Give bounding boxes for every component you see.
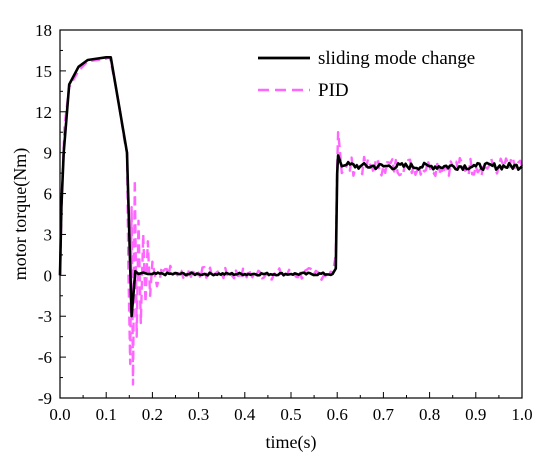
series-line-sliding-mode-change [58,56,523,318]
x-axis-label: time(s) [266,432,317,453]
legend-label-sliding-mode-change: sliding mode change [318,48,475,69]
legend-label-pid: PID [318,80,349,101]
y-tick-label: 3 [44,225,53,244]
y-tick-label: 6 [44,185,53,204]
x-tick-label: 0.8 [419,405,440,424]
x-tick-label: 0.2 [142,405,163,424]
x-tick-label: 0.1 [96,405,117,424]
x-tick-label: 0.9 [465,405,486,424]
y-tick-label: 12 [35,103,52,122]
x-tick-label: 0.0 [49,405,70,424]
x-tick-label: 0.5 [280,405,301,424]
x-tick-label: 0.3 [188,405,209,424]
y-tick-label: 0 [44,266,53,285]
series-layer [58,56,524,386]
x-tick-label: 1.0 [511,405,532,424]
y-axis-label: motor torque(Nm) [10,148,31,280]
y-tick-label: 18 [35,21,52,40]
y-tick-label: -3 [38,307,52,326]
x-tick-label: 0.7 [373,405,395,424]
y-tick-label: 15 [35,62,52,81]
legend: sliding mode change PID [258,48,475,101]
x-tick-label: 0.6 [327,405,348,424]
ticks-layer: 0.0 0.1 0.2 0.3 0.4 0.5 0.6 0.7 0.8 0.9 1.0 -9 -6 -3 0… [35,21,533,424]
x-tick-label: 0.4 [234,405,256,424]
y-tick-label: -6 [38,348,52,367]
y-tick-label: 9 [44,144,53,163]
y-tick-label: -9 [38,389,52,408]
